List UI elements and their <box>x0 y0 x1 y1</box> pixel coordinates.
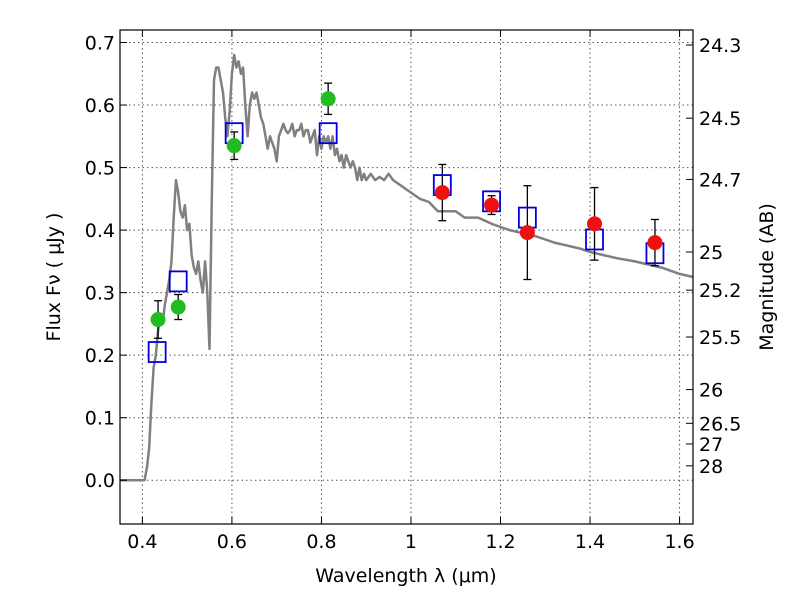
x-axis-ticks: 0.4 0.6 0.8 1 1.2 1.4 1.6 <box>127 30 695 553</box>
red-photometry-point <box>484 197 500 213</box>
model-spectrum-line <box>120 53 694 482</box>
y-tick-label: 0.0 <box>85 470 115 492</box>
red-photometry-point <box>647 235 663 251</box>
x-tick-label: 1.2 <box>485 531 515 553</box>
green-photometry-point <box>170 299 186 315</box>
model-magnitude-square <box>318 122 338 145</box>
magnitude-tick-label: 26 <box>699 380 723 402</box>
red-photometry-point <box>434 185 450 201</box>
magnitude-tick-label: 24.3 <box>699 35 741 57</box>
model-magnitude-square <box>147 341 167 363</box>
photometry-points <box>150 91 663 328</box>
green-photometry-point <box>150 312 166 328</box>
x-tick-label: 0.6 <box>217 531 247 553</box>
y-axis-label: Flux Fν ( μJy ) <box>43 213 65 342</box>
x-tick-label: 0.4 <box>127 531 157 553</box>
x-tick-label: 0.8 <box>306 531 336 553</box>
magnitude-tick-label: 27 <box>699 434 723 456</box>
y-tick-label: 0.1 <box>85 408 115 430</box>
magnitude-tick-label: 24.7 <box>699 169 741 191</box>
plot-frame <box>119 29 694 525</box>
magnitude-tick-label: 25.5 <box>699 327 741 349</box>
right-axis-label: Magnitude (AB) <box>756 203 778 351</box>
model-spectrum-layer <box>120 53 694 482</box>
model-magnitude-markers <box>147 122 665 363</box>
green-photometry-point <box>226 138 242 154</box>
y-axis-ticks: 0.0 0.1 0.2 0.3 0.4 0.5 0.6 0.7 <box>85 33 127 492</box>
x-axis-label: Wavelength λ (μm) <box>315 565 496 587</box>
magnitude-tick-label: 25.2 <box>699 280 741 302</box>
green-photometry-point <box>320 91 336 107</box>
red-photometry-point <box>587 216 603 232</box>
y-tick-label: 0.7 <box>85 33 115 55</box>
y-tick-label: 0.2 <box>85 345 115 367</box>
y-tick-label: 0.5 <box>85 158 115 180</box>
red-photometry-point <box>519 225 535 241</box>
magnitude-tick-label: 24.5 <box>699 108 741 130</box>
magnitude-tick-label: 25 <box>699 242 723 264</box>
model-magnitude-square <box>168 270 188 293</box>
magnitude-tick-label: 26.5 <box>699 413 741 435</box>
x-tick-label: 1 <box>405 531 417 553</box>
y-tick-label: 0.3 <box>85 283 115 305</box>
magnitude-tick-label: 28 <box>699 456 723 478</box>
x-tick-label: 1.4 <box>575 531 605 553</box>
y-tick-label: 0.4 <box>85 220 115 242</box>
x-tick-label: 1.6 <box>664 531 694 553</box>
y-tick-label: 0.6 <box>85 95 115 117</box>
